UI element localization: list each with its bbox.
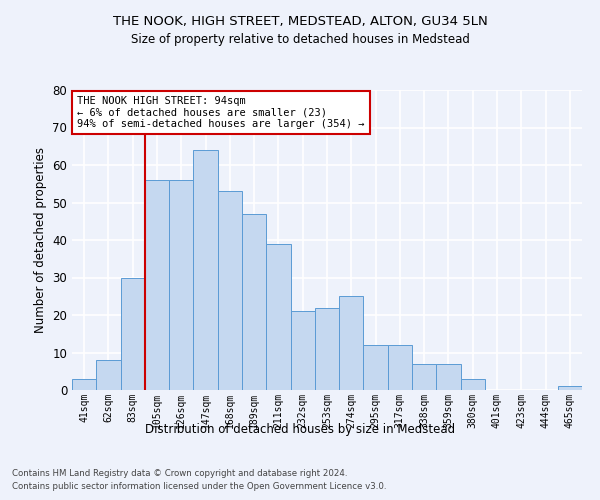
- Bar: [145, 180, 169, 390]
- Bar: [461, 379, 485, 390]
- Bar: [242, 214, 266, 390]
- Bar: [72, 379, 96, 390]
- Bar: [388, 345, 412, 390]
- Bar: [266, 244, 290, 390]
- Bar: [315, 308, 339, 390]
- Bar: [436, 364, 461, 390]
- Y-axis label: Number of detached properties: Number of detached properties: [34, 147, 47, 333]
- Bar: [121, 278, 145, 390]
- Text: THE NOOK HIGH STREET: 94sqm
← 6% of detached houses are smaller (23)
94% of semi: THE NOOK HIGH STREET: 94sqm ← 6% of deta…: [77, 96, 365, 129]
- Bar: [193, 150, 218, 390]
- Bar: [96, 360, 121, 390]
- Text: Contains public sector information licensed under the Open Government Licence v3: Contains public sector information licen…: [12, 482, 386, 491]
- Bar: [364, 345, 388, 390]
- Bar: [412, 364, 436, 390]
- Bar: [218, 191, 242, 390]
- Bar: [339, 296, 364, 390]
- Bar: [290, 311, 315, 390]
- Text: THE NOOK, HIGH STREET, MEDSTEAD, ALTON, GU34 5LN: THE NOOK, HIGH STREET, MEDSTEAD, ALTON, …: [113, 15, 487, 28]
- Text: Size of property relative to detached houses in Medstead: Size of property relative to detached ho…: [131, 32, 469, 46]
- Text: Distribution of detached houses by size in Medstead: Distribution of detached houses by size …: [145, 422, 455, 436]
- Bar: [558, 386, 582, 390]
- Bar: [169, 180, 193, 390]
- Text: Contains HM Land Registry data © Crown copyright and database right 2024.: Contains HM Land Registry data © Crown c…: [12, 468, 347, 477]
